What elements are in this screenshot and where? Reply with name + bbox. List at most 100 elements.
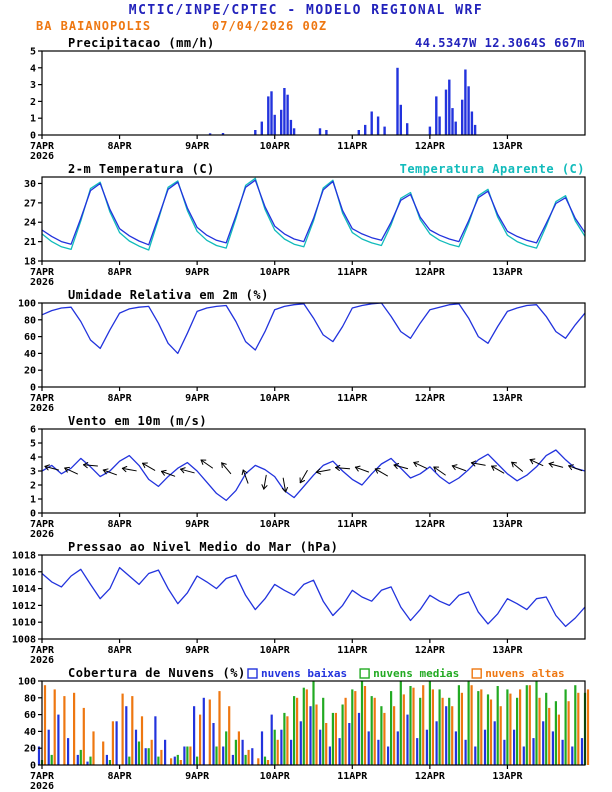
series-nuvens-altas [43, 685, 590, 765]
svg-text:80: 80 [24, 315, 36, 326]
panel-title-nuvens: Cobertura de Nuvens (%) [68, 666, 246, 680]
y-axis-pressao: 1008 1010 1012 1014 1016 1018 [12, 551, 42, 646]
legend-label-2: nuvens altas [485, 667, 564, 680]
svg-text:1: 1 [30, 495, 36, 506]
series-nuvens-medias [40, 681, 587, 765]
plot-box [41, 680, 586, 766]
svg-text:10APR: 10APR [260, 267, 291, 278]
svg-text:2026: 2026 [30, 655, 54, 665]
svg-text:0: 0 [30, 509, 36, 520]
precipitacao-bars [208, 67, 477, 135]
svg-text:2026: 2026 [30, 403, 54, 413]
svg-text:1012: 1012 [12, 601, 36, 612]
svg-text:13APR: 13APR [492, 141, 523, 152]
series-nuvens-baixas [37, 697, 584, 765]
svg-text:9APR: 9APR [185, 393, 210, 404]
svg-text:21: 21 [24, 237, 36, 248]
svg-text:1010: 1010 [12, 618, 36, 629]
run-datetime: 07/04/2026 00Z [212, 19, 328, 33]
y-axis-precipitacao: 0 1 2 3 4 5 [30, 47, 42, 142]
panel-pressao: Pressao ao Nivel Medio do Mar (hPa)10081… [12, 540, 586, 665]
panel-title-umidade: Umidade Relativa em 2m (%) [68, 288, 269, 302]
svg-text:9APR: 9APR [185, 645, 210, 656]
svg-text:20: 20 [24, 366, 36, 377]
svg-text:10APR: 10APR [260, 141, 291, 152]
svg-text:11APR: 11APR [337, 141, 368, 152]
panel-right-title-precipitacao: 44.5347W 12.3064S 667m [415, 36, 585, 50]
svg-text:7APR: 7APR [30, 645, 55, 656]
page-title: MCTIC/INPE/CPTEC - MODELO REGIONAL WRF [128, 3, 484, 18]
plot-box [41, 50, 586, 136]
legend-nuvens: nuvens baixas nuvens medias nuvens altas [247, 667, 565, 680]
svg-text:7APR: 7APR [30, 267, 55, 278]
svg-text:7APR: 7APR [30, 519, 55, 530]
svg-text:12APR: 12APR [415, 771, 446, 782]
svg-text:1016: 1016 [12, 567, 36, 578]
svg-text:1014: 1014 [12, 584, 36, 595]
series-Umidade-Relativa [41, 302, 586, 355]
y-axis-vento: 0 1 2 3 4 5 6 [30, 425, 42, 520]
svg-text:11APR: 11APR [337, 267, 368, 278]
svg-text:20: 20 [24, 744, 36, 755]
legend-swatch-1 [359, 668, 370, 679]
series-Velocidade-do-vento [41, 449, 586, 502]
panel-precipitacao: Precipitacao (mm/h) 44.5347W 12.3064S 667… [30, 36, 586, 161]
svg-text:24: 24 [24, 218, 36, 229]
y-axis-umidade: 0 20 40 60 80 100 [18, 299, 42, 394]
svg-text:2: 2 [30, 481, 36, 492]
svg-text:11APR: 11APR [337, 771, 368, 782]
svg-text:1008: 1008 [12, 635, 36, 646]
svg-text:8APR: 8APR [108, 267, 133, 278]
svg-text:12APR: 12APR [415, 141, 446, 152]
svg-text:4: 4 [30, 63, 36, 74]
svg-text:5: 5 [30, 47, 36, 58]
svg-text:13APR: 13APR [492, 645, 523, 656]
svg-text:2026: 2026 [30, 151, 54, 161]
svg-text:12APR: 12APR [415, 393, 446, 404]
svg-text:7APR: 7APR [30, 393, 55, 404]
svg-text:13APR: 13APR [492, 519, 523, 530]
svg-text:9APR: 9APR [185, 267, 210, 278]
panel-title-pressao: Pressao ao Nivel Medio do Mar (hPa) [68, 540, 338, 554]
svg-text:0: 0 [30, 131, 36, 142]
svg-text:6: 6 [30, 425, 36, 436]
svg-text:8APR: 8APR [108, 645, 133, 656]
svg-text:30: 30 [24, 179, 36, 190]
svg-text:13APR: 13APR [492, 393, 523, 404]
svg-text:13APR: 13APR [492, 267, 523, 278]
panel-temperatura: 2-m Temperatura (C) Temperatura Aparente … [24, 162, 586, 287]
svg-text:3: 3 [30, 80, 36, 91]
svg-text:3: 3 [30, 467, 36, 478]
legend-label-1: nuvens medias [373, 667, 459, 680]
svg-text:1: 1 [30, 114, 36, 125]
series-Temperatura-Aparente-(C) [41, 177, 586, 251]
panels-container: Precipitacao (mm/h) 44.5347W 12.3064S 667… [0, 35, 612, 791]
svg-text:5: 5 [30, 439, 36, 450]
legend-label-0: nuvens baixas [261, 667, 347, 680]
header-subline: BA BAIANOPOLIS 07/04/2026 00Z [0, 18, 612, 35]
series-Pressao-ao-nivel-medio-do-mar [41, 566, 586, 628]
svg-text:12APR: 12APR [415, 645, 446, 656]
svg-text:13APR: 13APR [492, 771, 523, 782]
svg-text:10APR: 10APR [260, 645, 291, 656]
svg-text:7APR: 7APR [30, 141, 55, 152]
legend-swatch-2 [471, 668, 482, 679]
svg-text:40: 40 [24, 727, 36, 738]
svg-text:9APR: 9APR [185, 771, 210, 782]
svg-text:2: 2 [30, 97, 36, 108]
svg-text:100: 100 [18, 677, 36, 688]
plot-box [41, 554, 586, 640]
panel-right-title-temperatura: Temperatura Aparente (C) [400, 162, 585, 176]
svg-text:1018: 1018 [12, 551, 36, 562]
series-2-m-Temperatura-(C) [41, 179, 586, 246]
svg-text:80: 80 [24, 693, 36, 704]
svg-text:4: 4 [30, 453, 36, 464]
svg-text:12APR: 12APR [415, 267, 446, 278]
